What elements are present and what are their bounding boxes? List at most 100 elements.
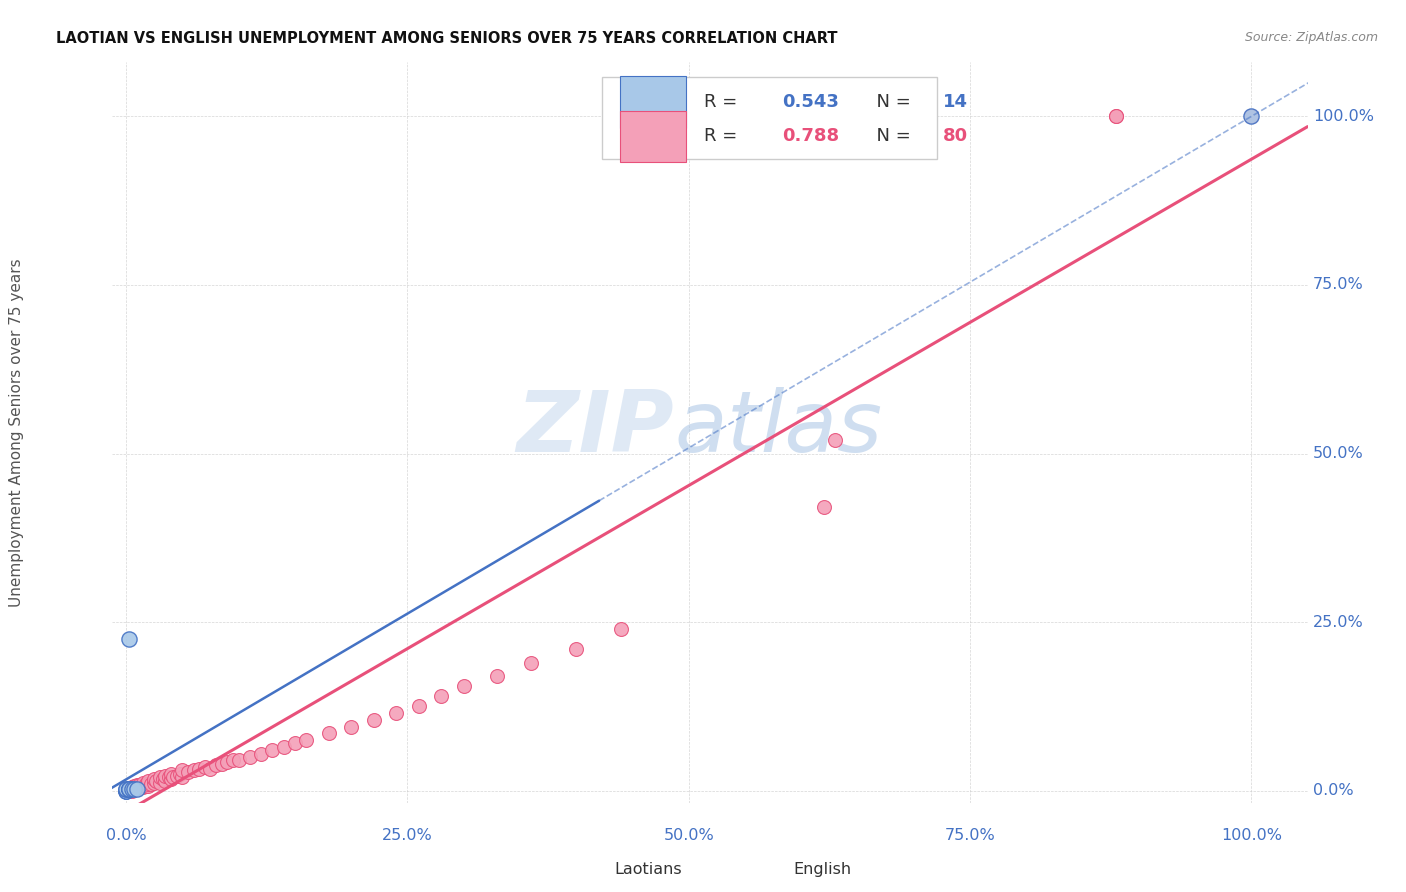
Point bbox=[262, 743, 284, 757]
Text: 0.788: 0.788 bbox=[782, 128, 839, 145]
Text: atlas: atlas bbox=[675, 387, 882, 470]
Point bbox=[155, 773, 177, 788]
Point bbox=[115, 781, 138, 796]
FancyBboxPatch shape bbox=[734, 851, 782, 892]
Point bbox=[222, 753, 245, 767]
Text: 50.0%: 50.0% bbox=[664, 828, 714, 843]
Text: R =: R = bbox=[704, 93, 742, 111]
Point bbox=[177, 764, 200, 779]
Text: 75.0%: 75.0% bbox=[1313, 277, 1364, 293]
Text: 75.0%: 75.0% bbox=[945, 828, 995, 843]
Point bbox=[115, 783, 138, 797]
Text: N =: N = bbox=[866, 128, 917, 145]
Point bbox=[115, 783, 138, 797]
Text: 0.0%: 0.0% bbox=[1313, 783, 1354, 798]
Point bbox=[610, 622, 633, 636]
Point bbox=[340, 720, 363, 734]
Point bbox=[486, 669, 509, 683]
Text: R =: R = bbox=[704, 128, 742, 145]
Point bbox=[138, 779, 160, 793]
Text: 100.0%: 100.0% bbox=[1313, 109, 1374, 124]
Point bbox=[122, 780, 145, 795]
Text: ZIP: ZIP bbox=[516, 387, 675, 470]
Point bbox=[132, 778, 155, 792]
Point bbox=[152, 772, 174, 786]
Text: English: English bbox=[794, 862, 852, 877]
Text: 25.0%: 25.0% bbox=[1313, 615, 1364, 630]
Point bbox=[118, 781, 141, 796]
Point bbox=[172, 764, 194, 778]
Point bbox=[115, 781, 138, 796]
Point bbox=[813, 500, 835, 515]
Point bbox=[160, 766, 183, 780]
Text: 0.543: 0.543 bbox=[782, 93, 838, 111]
Point bbox=[127, 781, 149, 796]
Point bbox=[115, 783, 138, 797]
Point bbox=[1105, 109, 1128, 123]
Point bbox=[118, 632, 141, 646]
Point bbox=[183, 764, 205, 778]
Point bbox=[139, 777, 162, 791]
Point bbox=[115, 783, 138, 797]
Point bbox=[128, 780, 150, 795]
Point bbox=[132, 775, 155, 789]
FancyBboxPatch shape bbox=[554, 851, 603, 892]
FancyBboxPatch shape bbox=[620, 76, 686, 128]
Point bbox=[1240, 109, 1263, 123]
Point bbox=[149, 770, 172, 784]
Point bbox=[188, 762, 211, 776]
Point bbox=[115, 781, 138, 796]
Text: 0.0%: 0.0% bbox=[105, 828, 146, 843]
Point bbox=[284, 736, 307, 750]
Point bbox=[408, 699, 430, 714]
Point bbox=[273, 739, 295, 754]
Point bbox=[115, 781, 138, 796]
Point bbox=[132, 780, 155, 795]
Point bbox=[127, 781, 149, 796]
Point bbox=[138, 773, 160, 788]
Point bbox=[160, 772, 183, 786]
Point bbox=[166, 769, 188, 783]
Point bbox=[295, 733, 318, 747]
Point bbox=[118, 781, 141, 796]
Point bbox=[1105, 109, 1128, 123]
Point bbox=[1240, 109, 1263, 123]
Text: LAOTIAN VS ENGLISH UNEMPLOYMENT AMONG SENIORS OVER 75 YEARS CORRELATION CHART: LAOTIAN VS ENGLISH UNEMPLOYMENT AMONG SE… bbox=[56, 31, 838, 46]
Point bbox=[143, 772, 166, 786]
Point bbox=[121, 780, 143, 795]
Point bbox=[318, 726, 340, 740]
Point bbox=[118, 781, 141, 796]
Point bbox=[228, 753, 250, 767]
Point bbox=[128, 778, 150, 792]
Point bbox=[385, 706, 408, 720]
Point bbox=[135, 779, 157, 793]
Text: 25.0%: 25.0% bbox=[382, 828, 433, 843]
Text: 14: 14 bbox=[943, 93, 969, 111]
Text: Source: ZipAtlas.com: Source: ZipAtlas.com bbox=[1244, 31, 1378, 45]
Point bbox=[121, 783, 143, 797]
Point bbox=[824, 433, 846, 447]
Point bbox=[145, 773, 167, 788]
FancyBboxPatch shape bbox=[620, 111, 686, 162]
Point bbox=[118, 783, 141, 797]
Point bbox=[520, 656, 543, 670]
Point bbox=[1240, 109, 1263, 123]
Point bbox=[121, 781, 143, 796]
Point bbox=[239, 750, 262, 764]
Point bbox=[118, 781, 141, 796]
Point bbox=[127, 778, 149, 792]
Text: Laotians: Laotians bbox=[614, 862, 682, 877]
Point bbox=[121, 781, 143, 796]
Point bbox=[200, 762, 222, 776]
Point bbox=[363, 713, 385, 727]
Point bbox=[157, 770, 180, 784]
Point bbox=[118, 781, 141, 796]
Point bbox=[135, 777, 157, 791]
Text: 100.0%: 100.0% bbox=[1220, 828, 1282, 843]
Point bbox=[115, 783, 138, 797]
Point bbox=[162, 770, 184, 784]
Point bbox=[565, 642, 588, 657]
Point bbox=[250, 747, 273, 761]
Point bbox=[155, 769, 177, 783]
Point bbox=[115, 783, 138, 797]
